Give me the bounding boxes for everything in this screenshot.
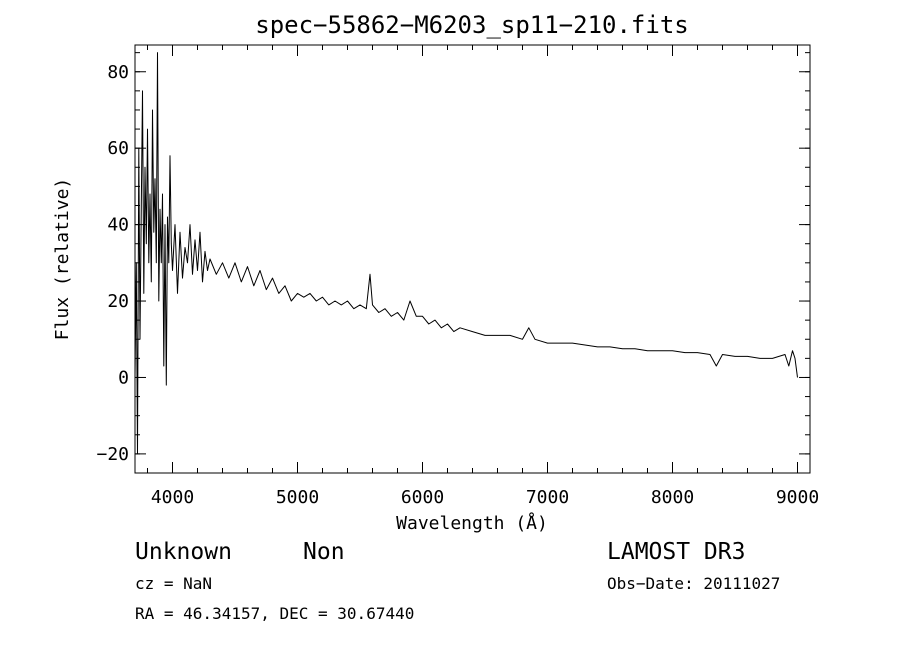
x-tick-label: 6000 <box>401 487 444 508</box>
survey-label: LAMOST DR3 <box>607 539 745 565</box>
y-tick-label: −20 <box>96 444 129 465</box>
plot-frame <box>134 44 811 474</box>
x-axis-ticks: 4000 5000 6000 7000 8000 9000 <box>151 45 819 508</box>
spectrum-line <box>134 52 798 455</box>
x-tick-label: 4000 <box>151 487 194 508</box>
x-tick-label: 9000 <box>776 487 819 508</box>
class-label: Unknown <box>135 539 232 565</box>
y-axis-label: Flux (relative) <box>52 178 73 341</box>
y-tick-label: 20 <box>107 291 129 312</box>
y-tick-label: 0 <box>118 367 129 388</box>
obs-date-label: Obs−Date: 20111027 <box>607 574 780 593</box>
y-tick-label: 80 <box>107 62 129 83</box>
y-axis-ticks: −20 0 20 40 60 80 <box>96 62 810 465</box>
redshift-label: cz = NaN <box>135 574 212 593</box>
x-axis-label: Wavelength (Å) <box>396 512 548 534</box>
x-tick-label: 8000 <box>651 487 694 508</box>
series-layer <box>134 52 798 455</box>
y-tick-label: 40 <box>107 215 129 236</box>
x-tick-label: 5000 <box>276 487 319 508</box>
chart-title: spec−55862−M6203_sp11−210.fits <box>255 11 688 39</box>
y-tick-label: 60 <box>107 138 129 159</box>
subclass-label: Non <box>303 539 345 565</box>
minor-ticks <box>135 45 810 474</box>
x-tick-label: 7000 <box>526 487 569 508</box>
coordinates-label: RA = 46.34157, DEC = 30.67440 <box>135 604 414 623</box>
